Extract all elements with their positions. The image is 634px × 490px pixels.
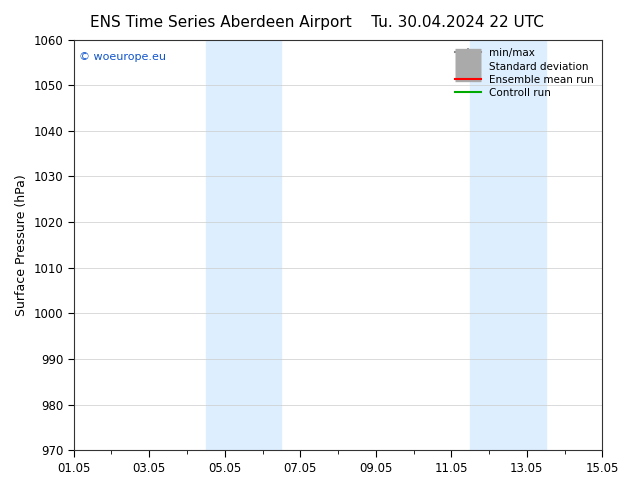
Bar — [206, 40, 281, 450]
Legend: min/max, Standard deviation, Ensemble mean run, Controll run: min/max, Standard deviation, Ensemble me… — [452, 45, 597, 101]
Text: © woeurope.eu: © woeurope.eu — [79, 52, 166, 62]
Text: ENS Time Series Aberdeen Airport    Tu. 30.04.2024 22 UTC: ENS Time Series Aberdeen Airport Tu. 30.… — [90, 15, 544, 30]
Y-axis label: Surface Pressure (hPa): Surface Pressure (hPa) — [15, 174, 28, 316]
Bar — [470, 40, 546, 450]
